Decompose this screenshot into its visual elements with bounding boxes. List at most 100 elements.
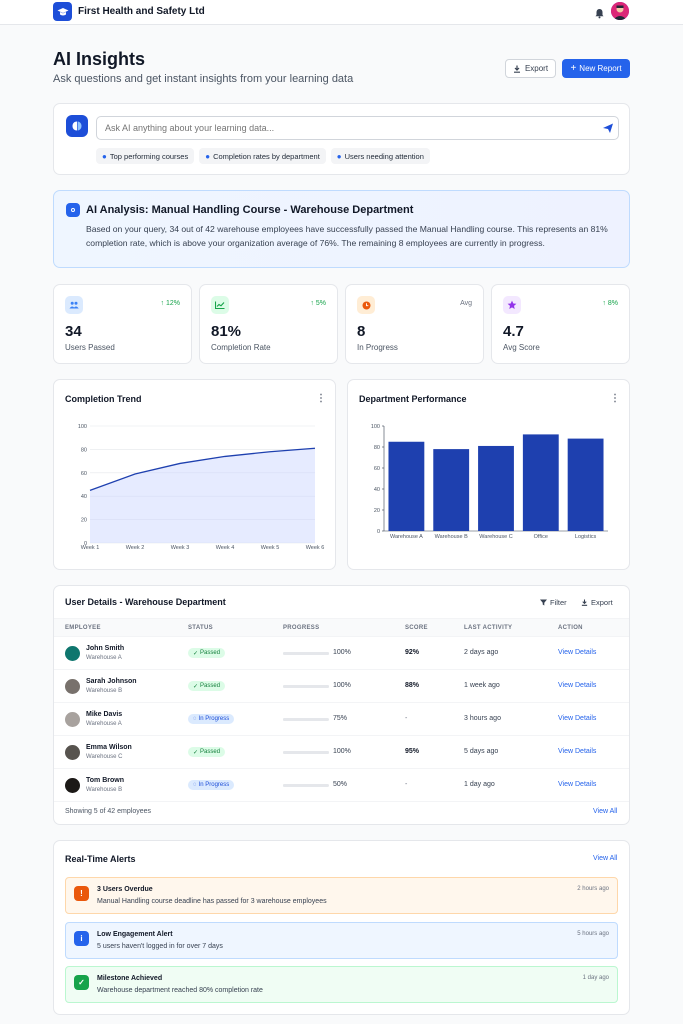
score: 92% xyxy=(405,649,420,656)
lightbulb-icon: ● xyxy=(336,151,342,161)
table-footer-count: Showing 5 of 42 employees xyxy=(65,808,151,815)
graduation-cap-icon[interactable] xyxy=(53,2,72,21)
x-tick-label: Week 6 xyxy=(306,545,325,551)
view-details-link[interactable]: View Details xyxy=(558,748,597,755)
y-tick-label: 40 xyxy=(81,494,87,500)
view-details-link[interactable]: View Details xyxy=(558,649,597,656)
more-options-icon[interactable]: ⋮ xyxy=(610,393,620,404)
status-badge: ✓ Passed xyxy=(188,681,226,691)
employee-name: Mike Davis xyxy=(86,711,123,718)
suggestion-chip[interactable]: ● Top performing courses xyxy=(96,148,195,164)
x-tick-label: Warehouse A xyxy=(390,534,423,540)
series-line xyxy=(89,447,316,491)
export-label: Export xyxy=(524,64,549,73)
alert-item[interactable]: ! 3 Users Overdue Manual Handling course… xyxy=(65,877,618,914)
real-time-alerts: Real-Time Alerts View All ! 3 Users Over… xyxy=(53,840,630,1015)
alert-item[interactable]: ✓ Milestone Achieved Warehouse departmen… xyxy=(65,966,618,1003)
department-performance-chart: 0 20 40 60 80 100 Warehouse A Warehouse B Wareho… xyxy=(371,424,608,540)
stat-delta: ↑ 5% xyxy=(310,300,326,307)
alert-description: Manual Handling course deadline has pass… xyxy=(97,898,327,905)
y-tick-label: 80 xyxy=(81,447,87,453)
avatar xyxy=(65,646,80,661)
table-view-all-link[interactable]: View All xyxy=(593,808,618,815)
view-details-link[interactable]: View Details xyxy=(558,682,597,689)
x-tick-label: Week 4 xyxy=(216,545,235,551)
send-icon[interactable] xyxy=(602,121,614,133)
stat-delta: Avg xyxy=(460,300,472,307)
employee-name: John Smith xyxy=(86,645,125,652)
status-badge: ◌ In Progress xyxy=(188,714,235,724)
progress-value: 100% xyxy=(333,748,351,755)
table-row: Emma Wilson Warehouse C ✓ Passed 100% 95% 5 da… xyxy=(54,736,629,769)
status-badge: ✓ Passed xyxy=(188,648,226,658)
y-tick-label: 0 xyxy=(84,541,87,547)
suggestion-chip[interactable]: ● Completion rates by department xyxy=(199,148,326,164)
table-row: Sarah Johnson Warehouse B ✓ Passed 100% 88% 1 … xyxy=(54,670,629,703)
table-export-button[interactable]: Export xyxy=(581,598,613,607)
alert-description: 5 users haven't logged in for over 7 day… xyxy=(97,943,223,950)
stat-card-users-passed: ↑ 12% 34 Users Passed xyxy=(53,284,192,364)
table-header: EMPLOYEE STATUS PROGRESS SCORE LAST ACTI… xyxy=(54,618,629,637)
alert-item[interactable]: i Low Engagement Alert 5 users haven't l… xyxy=(65,922,618,959)
employee-location: Warehouse A xyxy=(86,721,122,727)
avatar xyxy=(65,712,80,727)
last-activity: 5 days ago xyxy=(464,748,499,755)
warning-icon: ! xyxy=(74,886,89,901)
column-header: STATUS xyxy=(188,625,213,631)
filter-button[interactable]: Filter xyxy=(540,598,567,607)
employee-location: Warehouse A xyxy=(86,655,122,661)
check-icon: ✓ xyxy=(193,683,199,690)
alerts-view-all-link[interactable]: View All xyxy=(593,855,618,862)
progress-value: 50% xyxy=(333,781,348,788)
column-header: EMPLOYEE xyxy=(65,625,101,631)
info-icon: i xyxy=(74,931,89,946)
last-activity: 1 day ago xyxy=(464,781,495,788)
new-report-button[interactable]: + New Report xyxy=(562,59,630,78)
filter-icon xyxy=(540,599,547,606)
score: 88% xyxy=(405,682,420,689)
y-tick-label: 60 xyxy=(81,471,87,477)
more-options-icon[interactable]: ⋮ xyxy=(316,393,326,404)
x-tick-label: Week 1 xyxy=(81,545,100,551)
bar xyxy=(567,438,604,531)
view-details-link[interactable]: View Details xyxy=(558,715,597,722)
clock-icon xyxy=(357,296,375,314)
suggestion-chip[interactable]: ● Users needing attention xyxy=(330,148,430,164)
x-tick-label: Warehouse C xyxy=(479,534,512,540)
progress-icon: ◌ xyxy=(193,782,197,788)
view-details-link[interactable]: View Details xyxy=(558,781,597,788)
progress-bar xyxy=(283,784,329,787)
employee-location: Warehouse C xyxy=(86,754,123,760)
table-row: Tom Brown Warehouse B ◌ In Progress 50% - 1 da… xyxy=(54,769,629,802)
y-tick-label: 100 xyxy=(78,424,87,430)
alert-time: 2 hours ago xyxy=(577,886,609,892)
user-avatar[interactable] xyxy=(611,2,629,20)
x-tick-label: Week 3 xyxy=(171,545,190,551)
check-icon: ✓ xyxy=(74,975,89,990)
score: - xyxy=(405,715,408,722)
stat-value: 4.7 xyxy=(503,323,524,340)
stat-delta: ↑ 12% xyxy=(160,300,180,307)
new-report-label: New Report xyxy=(579,64,622,73)
area-fill xyxy=(90,448,315,543)
export-button[interactable]: Export xyxy=(505,59,556,78)
alert-title: Low Engagement Alert xyxy=(97,931,173,938)
y-tick-label: 100 xyxy=(371,424,380,430)
progress-fill xyxy=(283,652,329,655)
avatar xyxy=(65,745,80,760)
alerts-title: Real-Time Alerts xyxy=(65,854,136,864)
stat-label: Completion Rate xyxy=(211,343,271,352)
bell-icon[interactable] xyxy=(594,6,605,19)
last-activity: 1 week ago xyxy=(464,682,500,689)
progress-bar xyxy=(283,685,329,688)
ask-ai-input[interactable] xyxy=(96,116,619,140)
chart-title: Department Performance xyxy=(359,394,467,404)
progress-bar xyxy=(283,751,329,754)
chart-title: Completion Trend xyxy=(65,394,142,404)
analysis-title: AI Analysis: Manual Handling Course - Wa… xyxy=(86,204,414,216)
employee-name: Tom Brown xyxy=(86,777,124,784)
last-activity: 3 hours ago xyxy=(464,715,501,722)
stat-value: 34 xyxy=(65,323,82,340)
stat-card-in-progress: Avg 8 In Progress xyxy=(345,284,484,364)
avatar xyxy=(65,679,80,694)
